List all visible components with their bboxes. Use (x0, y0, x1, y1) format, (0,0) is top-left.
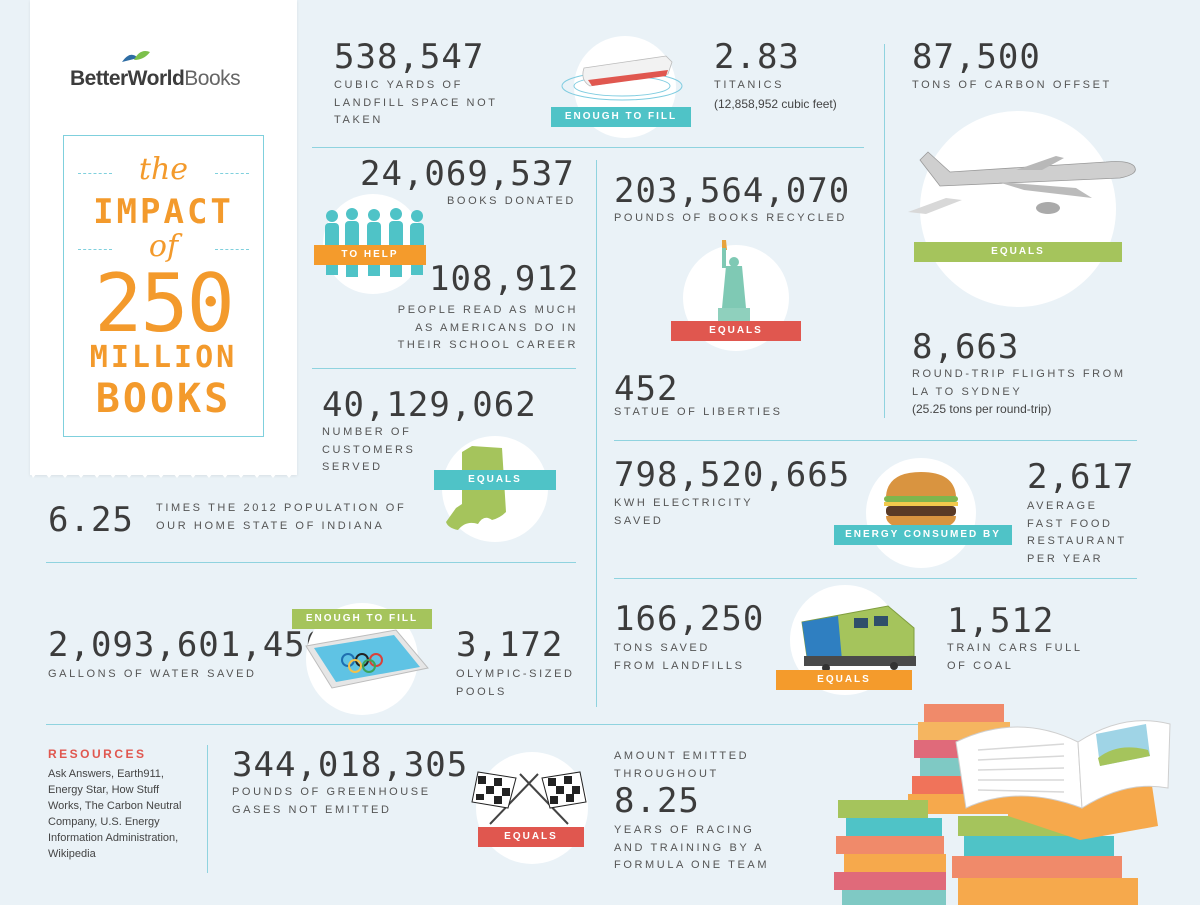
statue-of-liberty-icon (718, 240, 750, 324)
landfill-equiv-caption: TITANICS (714, 79, 785, 91)
tag-zigzag-edge (30, 466, 297, 478)
title-tag (30, 0, 297, 475)
divider (884, 44, 885, 418)
landfill-equiv-note: (12,858,952 cubic feet) (714, 97, 837, 111)
ship-icon (561, 55, 683, 101)
water-caption: GALLONS OF WATER SAVED (48, 668, 257, 680)
greenhouse-value: 344,018,305 (232, 745, 469, 785)
donated-value: 24,069,537 (360, 154, 575, 194)
customers-caption: NUMBER OF CUSTOMERS SERVED (322, 426, 416, 473)
book-leaf-icon (122, 51, 150, 62)
tons-value: 166,250 (614, 599, 765, 639)
electricity-ribbon: ENERGY CONSUMED BY (834, 525, 1012, 545)
divider (614, 440, 1137, 441)
carbon-equiv-caption: ROUND-TRIP FLIGHTS FROM LA TO SYDNEY (912, 368, 1126, 398)
airplane-icon (908, 151, 1136, 214)
book-stack-illustration (834, 704, 1171, 905)
divider (46, 724, 926, 725)
customers-equiv-caption: TIMES THE 2012 POPULATION OF OUR HOME ST… (156, 502, 407, 532)
water-value: 2,093,601,450 (48, 625, 328, 665)
tons-ribbon: EQUALS (776, 670, 912, 690)
people-icon (325, 208, 424, 277)
resources-body: Ask Answers, Earth911, Energy Star, How … (48, 768, 182, 860)
landfill-caption: CUBIC YARDS OF LANDFILL SPACE NOT TAKEN (334, 79, 498, 126)
brand-name-light: Books (184, 67, 241, 90)
donated-equiv-caption: PEOPLE READ AS MUCH AS AMERICANS DO IN T… (397, 304, 578, 351)
brand-name-bold: BetterWorld (70, 67, 185, 90)
tons-equiv-value: 1,512 (947, 601, 1055, 641)
checkered-flags-icon (471, 771, 587, 825)
title-250: 250 (94, 257, 235, 350)
title-box: the IMPACT of 250 MILLION BOOKS (63, 135, 264, 437)
donated-caption: BOOKS DONATED (447, 195, 576, 207)
carbon-equiv-value: 8,663 (912, 327, 1020, 367)
title-the: the (138, 152, 189, 187)
recycled-ribbon: EQUALS (671, 321, 801, 341)
title-million: MILLION (89, 340, 238, 375)
train-icon (801, 605, 916, 672)
divider (614, 578, 1137, 579)
divider (312, 147, 864, 148)
carbon-value: 87,500 (912, 37, 1041, 77)
carbon-ribbon: EQUALS (914, 242, 1122, 262)
donated-equiv-value: 108,912 (429, 259, 580, 299)
electricity-value: 798,520,665 (614, 455, 851, 495)
tons-caption: TONS SAVED FROM LANDFILLS (614, 642, 745, 672)
recycled-value: 203,564,070 (614, 171, 851, 211)
customers-value: 40,129,062 (322, 385, 537, 425)
donated-ribbon: TO HELP (314, 245, 426, 265)
landfill-value: 538,547 (334, 37, 485, 77)
landfill-ribbon: ENOUGH TO FILL (551, 107, 691, 127)
greenhouse-caption: POUNDS OF GREENHOUSE GASES NOT EMITTED (232, 786, 431, 816)
electricity-caption: KWH ELECTRICITY SAVED (614, 497, 754, 527)
resources-title: RESOURCES (48, 747, 147, 761)
water-equiv-caption: OLYMPIC-SIZED POOLS (456, 668, 575, 698)
divider (46, 562, 576, 563)
greenhouse-ribbon: EQUALS (478, 827, 584, 847)
title-books: BOOKS (95, 376, 232, 422)
greenhouse-pre-caption: AMOUNT EMITTED THROUGHOUT (614, 750, 750, 780)
electricity-equiv-caption: AVERAGE FAST FOOD RESTAURANT PER YEAR (1027, 500, 1127, 565)
landfill-equiv-value: 2.83 (714, 37, 800, 77)
title-impact: IMPACT (93, 192, 234, 232)
recycled-equiv-value: 452 (614, 369, 679, 409)
greenhouse-equiv-value: 8.25 (614, 781, 700, 821)
greenhouse-equiv-caption: YEARS OF RACING AND TRAINING BY A FORMUL… (614, 824, 770, 871)
electricity-equiv-value: 2,617 (1027, 457, 1135, 497)
water-equiv-value: 3,172 (456, 625, 564, 665)
title-of: of (148, 229, 179, 264)
customers-ribbon: EQUALS (434, 470, 556, 490)
recycled-caption: POUNDS OF BOOKS RECYCLED (614, 212, 847, 224)
recycled-equiv-caption: STATUE OF LIBERTIES (614, 406, 783, 418)
tons-equiv-caption: TRAIN CARS FULL OF COAL (947, 642, 1083, 672)
divider (312, 368, 576, 369)
carbon-caption: TONS OF CARBON OFFSET (912, 79, 1112, 91)
plane-circle (920, 111, 1116, 307)
divider (596, 160, 597, 707)
pool-icon (305, 629, 429, 689)
indiana-map-icon (446, 446, 506, 530)
carbon-equiv-note: (25.25 tons per round-trip) (912, 402, 1052, 416)
water-ribbon: ENOUGH TO FILL (292, 609, 432, 629)
customers-equiv-value: 6.25 (48, 500, 134, 540)
divider (207, 745, 208, 873)
